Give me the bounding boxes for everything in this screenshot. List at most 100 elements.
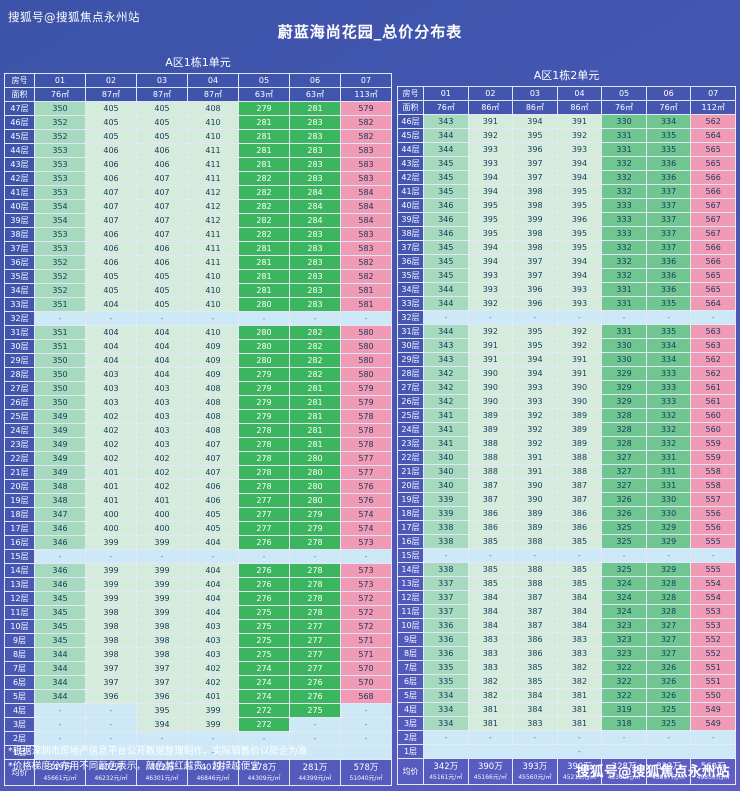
price-cell: 580: [340, 353, 392, 368]
table-row: 14层 346 399 399 404 276 278 573: [4, 563, 392, 578]
price-cell: 327: [645, 632, 692, 647]
price-cell: 344: [423, 282, 469, 297]
average-cell: 402万 46301元/㎡: [136, 759, 188, 786]
price-cell: 405: [136, 115, 188, 130]
price-cell: 404: [85, 297, 137, 312]
price-cell: 399: [136, 591, 188, 606]
price-cell: 333: [645, 366, 692, 381]
price-cell: 393: [467, 268, 514, 283]
price-cell: 393: [467, 282, 514, 297]
price-cell: 410: [187, 269, 239, 284]
room-area-header: 76㎡: [645, 100, 692, 115]
price-cell: 400: [85, 507, 137, 522]
price-cell: 402: [85, 437, 137, 452]
price-cell: 329: [645, 562, 692, 577]
price-cell: 388: [467, 464, 514, 479]
price-cell: 281: [238, 255, 290, 270]
corner-area-label: 面积: [397, 100, 424, 115]
price-cell: 339: [423, 492, 469, 507]
table-row: 28层 350 403 404 409 279 282 580: [4, 367, 392, 382]
price-cell: 329: [645, 534, 692, 549]
price-cell: 277: [238, 493, 290, 508]
floor-label: 4层: [397, 702, 424, 717]
price-cell: 282: [289, 339, 341, 354]
floor-label: 8层: [4, 647, 35, 662]
price-cell: 277: [289, 633, 341, 648]
average-total-price: 578万: [353, 763, 379, 773]
price-cell: 411: [187, 157, 239, 172]
price-cell: 399: [136, 605, 188, 620]
price-cell: 336: [645, 268, 692, 283]
price-cell: 407: [187, 465, 239, 480]
price-cell: 572: [340, 605, 392, 620]
price-cell: 352: [34, 129, 86, 144]
price-cell: 336: [645, 254, 692, 269]
price-cell: 400: [136, 507, 188, 522]
price-cell: 352: [34, 115, 86, 130]
price-cell: 283: [289, 143, 341, 158]
price-cell: 394: [136, 717, 188, 732]
price-cell: 395: [136, 703, 188, 718]
price-cell: 395: [556, 184, 603, 199]
price-cell: 399: [136, 577, 188, 592]
price-cell: 403: [136, 437, 188, 452]
price-cell: -: [136, 311, 188, 326]
unit1-panel: A区1栋1单元 房号 01 02 03 04 05 06 07 面积 76㎡ 87㎡ 87㎡ 87㎡ 63…: [4, 54, 392, 786]
price-cell: 336: [423, 618, 469, 633]
price-cell: 394: [556, 170, 603, 185]
price-cell: 278: [289, 591, 341, 606]
price-cell: 398: [85, 605, 137, 620]
average-cell: 349万 45661元/㎡: [34, 759, 86, 786]
price-cell: 328: [601, 408, 647, 423]
price-cell: 324: [601, 604, 647, 619]
table-row: 15层 - - - - - - -: [397, 548, 736, 563]
price-cell: -: [85, 311, 137, 326]
price-cell: 335: [645, 142, 692, 157]
price-cell: 403: [136, 423, 188, 438]
price-cell: 346: [423, 226, 469, 241]
room-area-header: 112㎡: [690, 100, 736, 115]
price-cell: 335: [423, 674, 469, 689]
price-cell: 275: [238, 647, 290, 662]
price-cell: 391: [556, 352, 603, 367]
price-cell: 397: [136, 661, 188, 676]
table-row: 24层 349 402 403 408 278 281 578: [4, 423, 392, 438]
price-cell: 283: [289, 157, 341, 172]
price-cell: -: [85, 703, 137, 718]
floor-label: 36层: [4, 255, 35, 270]
table-row: 44层 353 406 406 411 281 283 583: [4, 143, 392, 158]
price-cell: 399: [136, 535, 188, 550]
price-cell: 383: [512, 716, 558, 731]
unit2-title: A区1栋2单元: [533, 69, 600, 82]
table-row: 38层 346 395 398 395 333 337 567: [397, 226, 736, 241]
price-cell: 352: [34, 269, 86, 284]
price-table: 房号 01 02 03 04 05 06 07 面积 76㎡ 86㎡ 86㎡ 86㎡ 76㎡ 76㎡ 112㎡…: [397, 86, 736, 785]
table-row: 30层 343 391 395 392 330 334 563: [397, 338, 736, 353]
floor-label: 37层: [397, 240, 424, 255]
price-cell: 276: [238, 535, 290, 550]
price-cell: 281: [289, 437, 341, 452]
average-total-price: 407万: [200, 763, 226, 773]
price-cell: 404: [187, 535, 239, 550]
room-area-header: 63㎡: [289, 87, 341, 102]
price-cell: 323: [601, 632, 647, 647]
price-cell: 391: [467, 352, 514, 367]
floor-label: 44层: [397, 142, 424, 157]
price-cell: 322: [601, 674, 647, 689]
price-cell: 328: [601, 436, 647, 451]
price-cell: 382: [556, 674, 603, 689]
price-cell: 319: [601, 702, 647, 717]
floor-label: 47层: [4, 101, 35, 116]
price-cell: 394: [556, 254, 603, 269]
price-cell: 390: [467, 366, 514, 381]
price-cell: 327: [645, 618, 692, 633]
table-row: 12层 345 399 399 404 276 278 572: [4, 591, 392, 606]
price-cell: 276: [238, 577, 290, 592]
table-row: 33层 351 404 405 410 280 283 581: [4, 297, 392, 312]
price-cell: 551: [690, 660, 736, 675]
table-row: 10层 336 384 387 384 323 327 553: [397, 618, 736, 633]
table-row: 14层 338 385 388 385 325 329 555: [397, 562, 736, 577]
price-cell: 403: [187, 633, 239, 648]
price-cell: 564: [690, 296, 736, 311]
price-cell: 555: [690, 534, 736, 549]
